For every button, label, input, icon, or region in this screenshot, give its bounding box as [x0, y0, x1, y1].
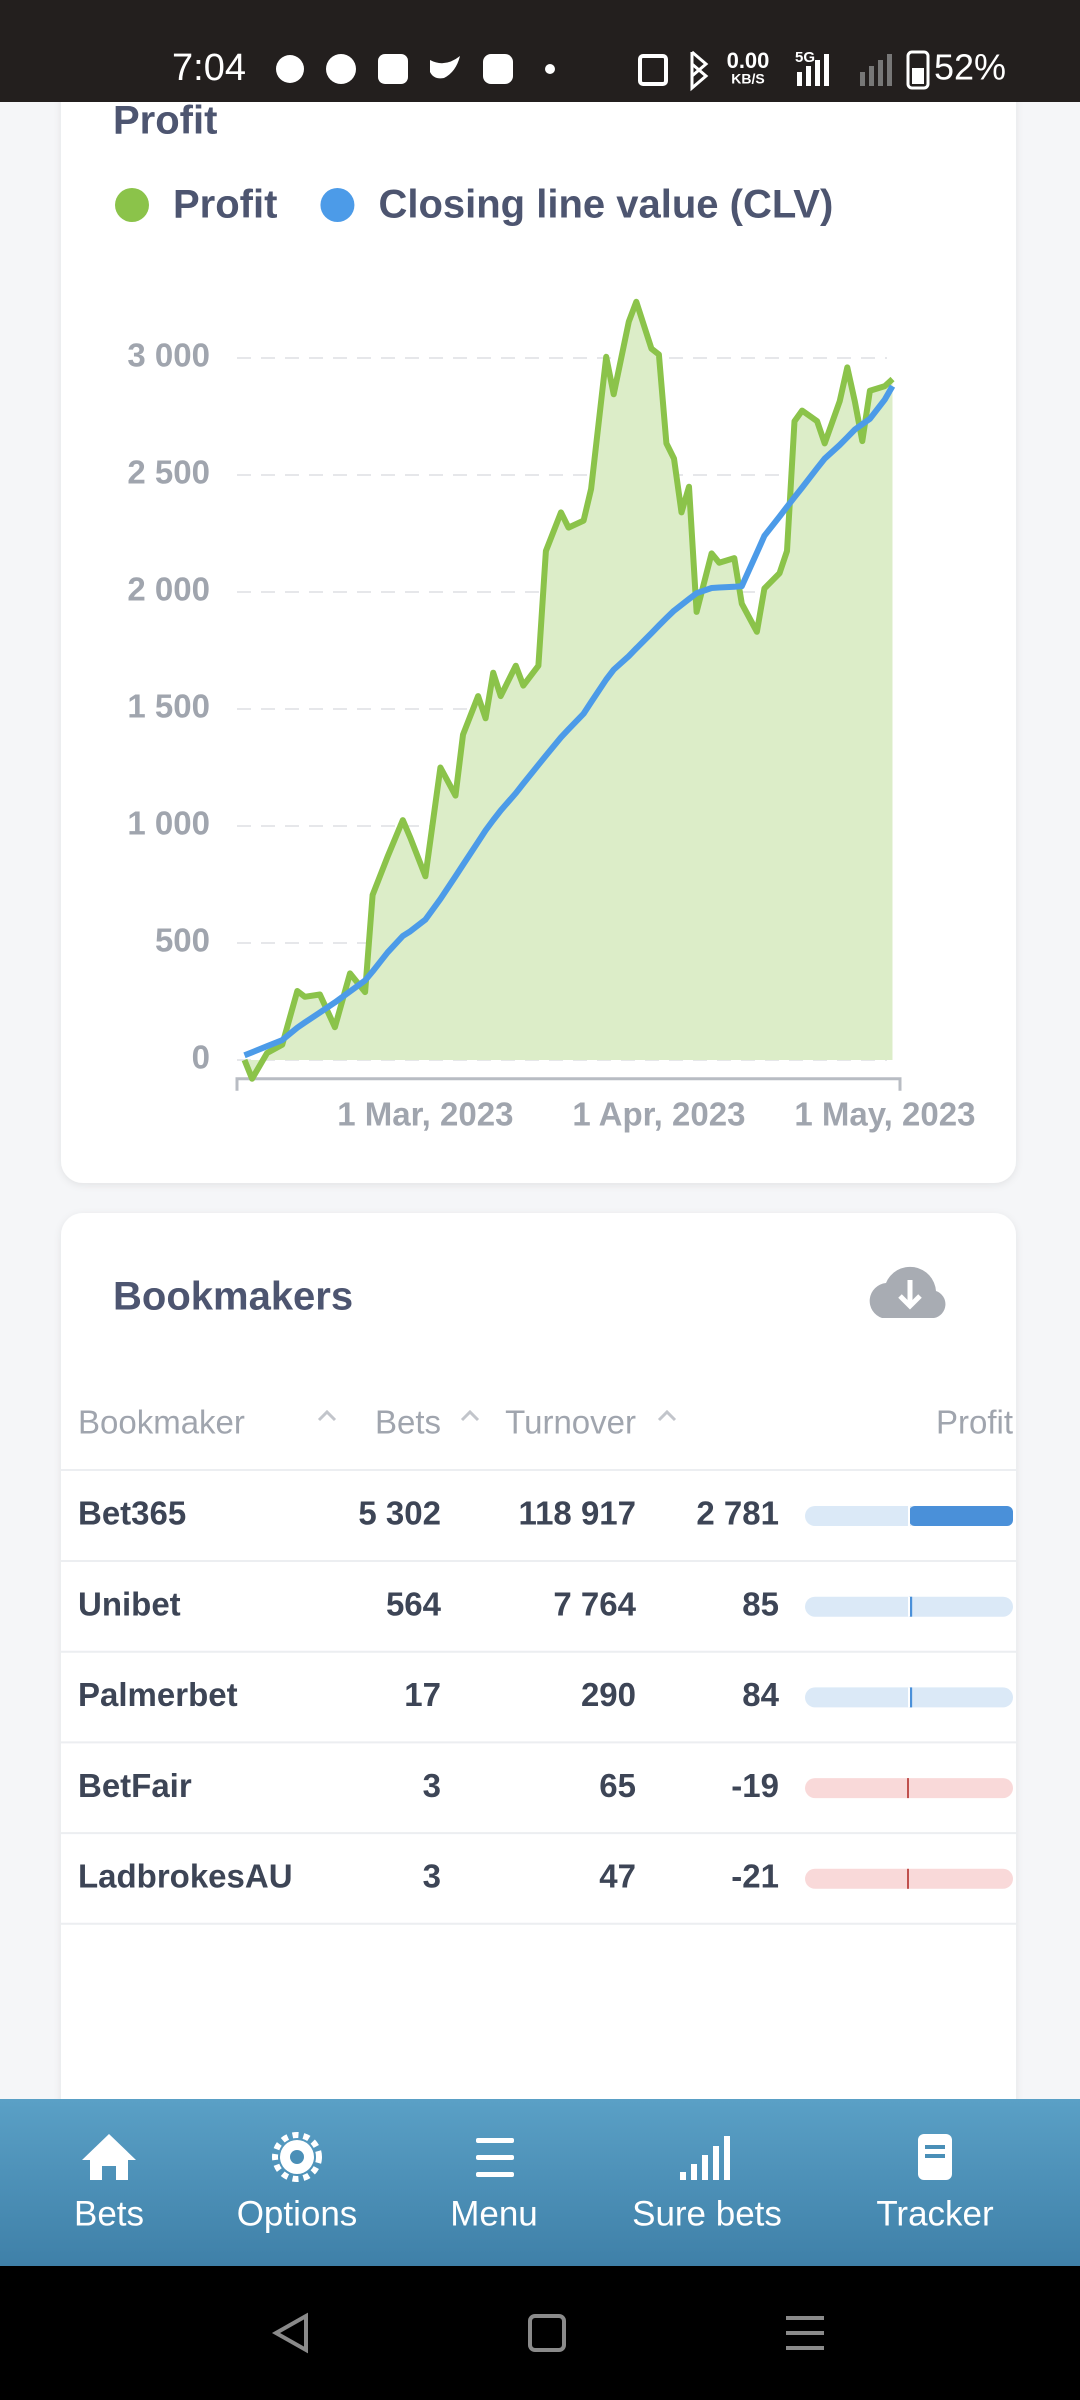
bets: 3 [423, 1858, 441, 1895]
turnover: 65 [599, 1767, 636, 1804]
bets: 17 [404, 1676, 441, 1713]
bookmaker-name: Palmerbet [78, 1676, 238, 1713]
profit: 85 [742, 1585, 779, 1622]
home-button[interactable] [528, 2314, 566, 2352]
network-type: 5G [795, 49, 815, 66]
profit: -21 [731, 1858, 779, 1895]
time: 7:04 [172, 47, 246, 89]
battery: 52% [934, 47, 1006, 88]
y-tick-label: 3 000 [127, 337, 210, 374]
nav-icons [82, 2132, 952, 2182]
legend-label: Closing line value (CLV) [378, 183, 833, 227]
column-header: Turnover [505, 1404, 636, 1441]
home-icon[interactable] [82, 2134, 136, 2180]
menu-icon[interactable] [476, 2138, 514, 2143]
net-speed: 0.00 [727, 48, 770, 73]
area [244, 301, 893, 1079]
column-header: Profit [936, 1404, 1013, 1441]
bookmaker-name: LadbrokesAU [78, 1858, 293, 1895]
sort-caret [460, 1409, 480, 1422]
profit: 84 [742, 1676, 779, 1713]
bookmaker-name: Unibet [78, 1585, 181, 1622]
y-tick-label: 500 [155, 922, 210, 959]
profit-bar [909, 1687, 913, 1708]
legend-label: Profit [173, 183, 277, 227]
profit-bar [907, 1868, 909, 1889]
y-tick-label: 2 500 [127, 454, 210, 491]
nav-label[interactable]: Tracker [876, 2194, 994, 2233]
sort-caret [317, 1409, 337, 1422]
table-card [61, 1213, 1016, 2173]
system-nav [0, 2266, 1080, 2400]
net-unit: KB/S [731, 71, 764, 87]
nav-label[interactable]: Bets [74, 2194, 144, 2233]
bookmaker-name: BetFair [78, 1767, 192, 1804]
back-button[interactable] [271, 2312, 308, 2354]
notification-icons [276, 50, 930, 92]
profit: 2 781 [696, 1495, 779, 1532]
x-axis [235, 1077, 902, 1091]
column-header: Bookmaker [78, 1404, 245, 1441]
x-tick-label: 1 Mar, 2023 [337, 1096, 513, 1133]
profit: -19 [731, 1767, 779, 1804]
bets: 564 [386, 1585, 442, 1622]
y-tick-label: 1 000 [127, 805, 210, 842]
column-header: Bets [375, 1404, 441, 1441]
chart: Profit Closing line value (CLV) 0 500 1 000 1… [115, 183, 975, 1133]
bookmakers-table: Bookmaker Bets Turnover Profit Bet365 5 302 11… [61, 1404, 1016, 1925]
y-tick-label: 2 000 [127, 571, 210, 608]
signal-icon[interactable] [680, 2172, 686, 2180]
turnover: 290 [581, 1676, 636, 1713]
profit-bar [909, 1596, 913, 1617]
nav-label[interactable]: Menu [450, 2194, 538, 2233]
system-buttons [271, 2312, 824, 2354]
turnover: 47 [599, 1858, 636, 1895]
profit-bar [907, 1778, 909, 1799]
y-tick-label: 1 500 [127, 688, 210, 725]
chart-title: Profit [113, 99, 217, 143]
legend-marker [320, 188, 355, 222]
table-title: Bookmakers [113, 1275, 353, 1319]
sort-caret [657, 1409, 677, 1422]
status-bar [0, 0, 1080, 102]
y-tick-label: 0 [192, 1039, 210, 1076]
bets: 3 [423, 1767, 441, 1804]
nav-label[interactable]: Options [237, 2194, 358, 2233]
line [241, 298, 895, 1082]
turnover: 7 764 [553, 1585, 636, 1622]
profit-bar [909, 1506, 1013, 1526]
x-tick-label: 1 Apr, 2023 [572, 1096, 745, 1133]
x-tick-label: 1 May, 2023 [794, 1096, 975, 1133]
line [243, 384, 896, 1059]
bottom-nav [0, 2099, 1080, 2266]
turnover: 118 917 [519, 1495, 636, 1532]
bookmaker-name: Bet365 [78, 1495, 186, 1532]
bets: 5 302 [358, 1495, 441, 1532]
recent-button[interactable] [786, 2316, 824, 2350]
legend-marker [115, 188, 149, 222]
download-icon[interactable] [869, 1266, 946, 1318]
nav-label[interactable]: Sure bets [632, 2194, 782, 2233]
